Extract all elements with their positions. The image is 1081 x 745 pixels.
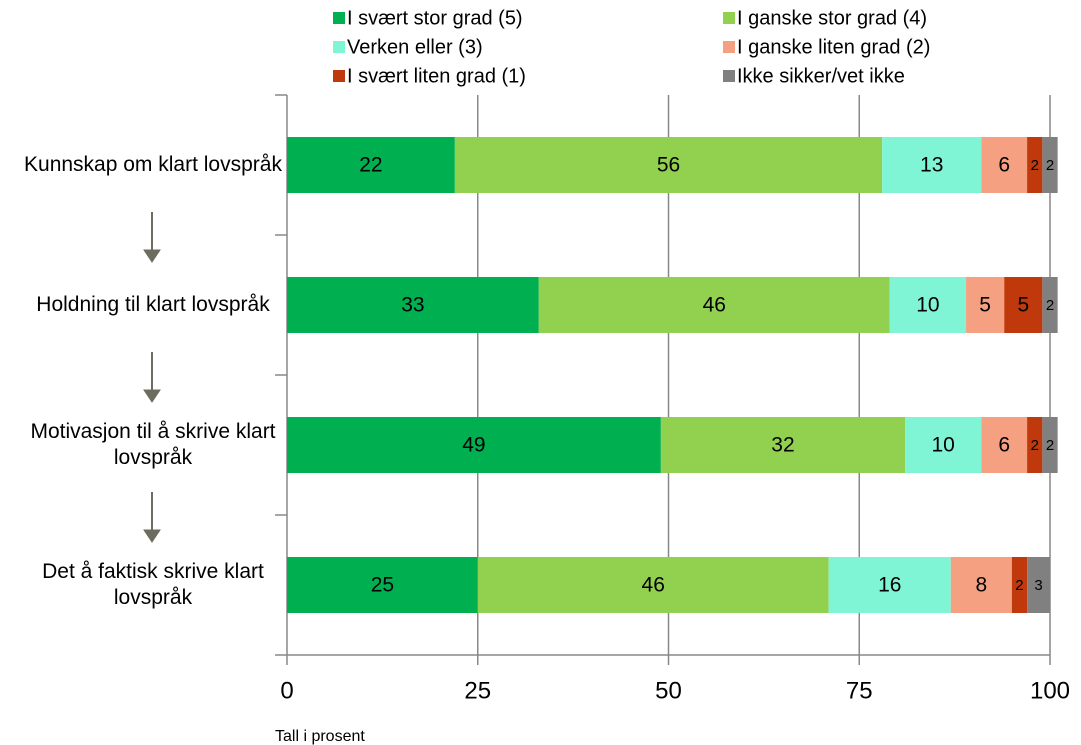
bar-segment — [287, 137, 455, 193]
x-tick-label: 25 — [464, 677, 491, 704]
data-label: 33 — [401, 294, 424, 317]
category-label: Motivasjon til å skrive klart lovspråk — [30, 420, 276, 469]
data-label: 13 — [920, 154, 943, 177]
data-label: 2 — [1031, 157, 1039, 174]
bar-segment — [660, 417, 906, 473]
legend-label: Verken eller (3) — [347, 36, 483, 58]
bar-segment — [966, 277, 1005, 333]
data-label: 5 — [979, 294, 991, 317]
legend-label: I ganske stor grad (4) — [737, 7, 927, 29]
bar-segment — [287, 277, 539, 333]
data-label: 2 — [1015, 577, 1023, 594]
legend-label: I svært liten grad (1) — [347, 65, 526, 87]
bar-segment — [1027, 557, 1050, 613]
legend-swatch — [333, 70, 345, 82]
data-label: 2 — [1046, 297, 1054, 314]
data-label: 2 — [1046, 157, 1054, 174]
bar-segment — [889, 277, 967, 333]
legend-label: Ikke sikker/vet ikke — [737, 65, 905, 87]
data-label: 25 — [371, 574, 394, 597]
data-label: 49 — [462, 434, 485, 457]
bar-segment — [477, 557, 829, 613]
x-tick-label: 0 — [280, 677, 293, 704]
bar-segment — [287, 417, 661, 473]
bar-segment — [981, 417, 1028, 473]
legend-label: I ganske liten grad (2) — [737, 36, 930, 58]
data-label: 32 — [771, 434, 794, 457]
arrows — [143, 212, 161, 543]
data-label: 3 — [1034, 577, 1042, 594]
category-label: Kunnskap om klart lovspråk — [24, 153, 282, 176]
data-label: 56 — [657, 154, 680, 177]
data-label: 8 — [975, 574, 987, 597]
legend-swatch — [333, 12, 345, 24]
bar-segment — [828, 557, 951, 613]
data-label: 22 — [359, 154, 382, 177]
data-label: 2 — [1046, 437, 1054, 454]
bar-segment — [1042, 277, 1058, 333]
bar-segment — [1027, 137, 1043, 193]
legend-swatch — [723, 12, 735, 24]
category-label: Det å faktisk skrive klart lovspråk — [42, 560, 264, 609]
bar-segment — [950, 557, 1012, 613]
data-label: 46 — [642, 574, 665, 597]
data-label: 2 — [1031, 437, 1039, 454]
bar-segment — [454, 137, 883, 193]
data-label: 46 — [703, 294, 726, 317]
x-tick-label: 75 — [846, 677, 873, 704]
legend-swatch — [333, 41, 345, 53]
bar-segment — [1004, 277, 1043, 333]
x-axis-label: Tall i prosent — [275, 728, 365, 745]
bar-segment — [1042, 137, 1058, 193]
category-label: Holdning til klart lovspråk — [36, 293, 270, 316]
legend-swatch — [723, 70, 735, 82]
bar-segment — [981, 137, 1028, 193]
legend-label: I svært stor grad (5) — [347, 7, 523, 29]
data-label: 5 — [1017, 294, 1029, 317]
data-label: 10 — [916, 294, 939, 317]
bar-segment — [1027, 417, 1043, 473]
data-label: 6 — [998, 434, 1010, 457]
bar-segment — [882, 137, 982, 193]
data-label: 10 — [932, 434, 955, 457]
bar-segment — [905, 417, 982, 473]
bar-segment — [1042, 417, 1058, 473]
bar-segment — [1011, 557, 1028, 613]
bar-segment — [287, 557, 478, 613]
bar-segment — [538, 277, 890, 333]
data-label: 16 — [878, 574, 901, 597]
data-label: 6 — [998, 154, 1010, 177]
x-tick-label: 50 — [655, 677, 682, 704]
legend-swatch — [723, 41, 735, 53]
x-tick-label: 100 — [1030, 677, 1070, 704]
